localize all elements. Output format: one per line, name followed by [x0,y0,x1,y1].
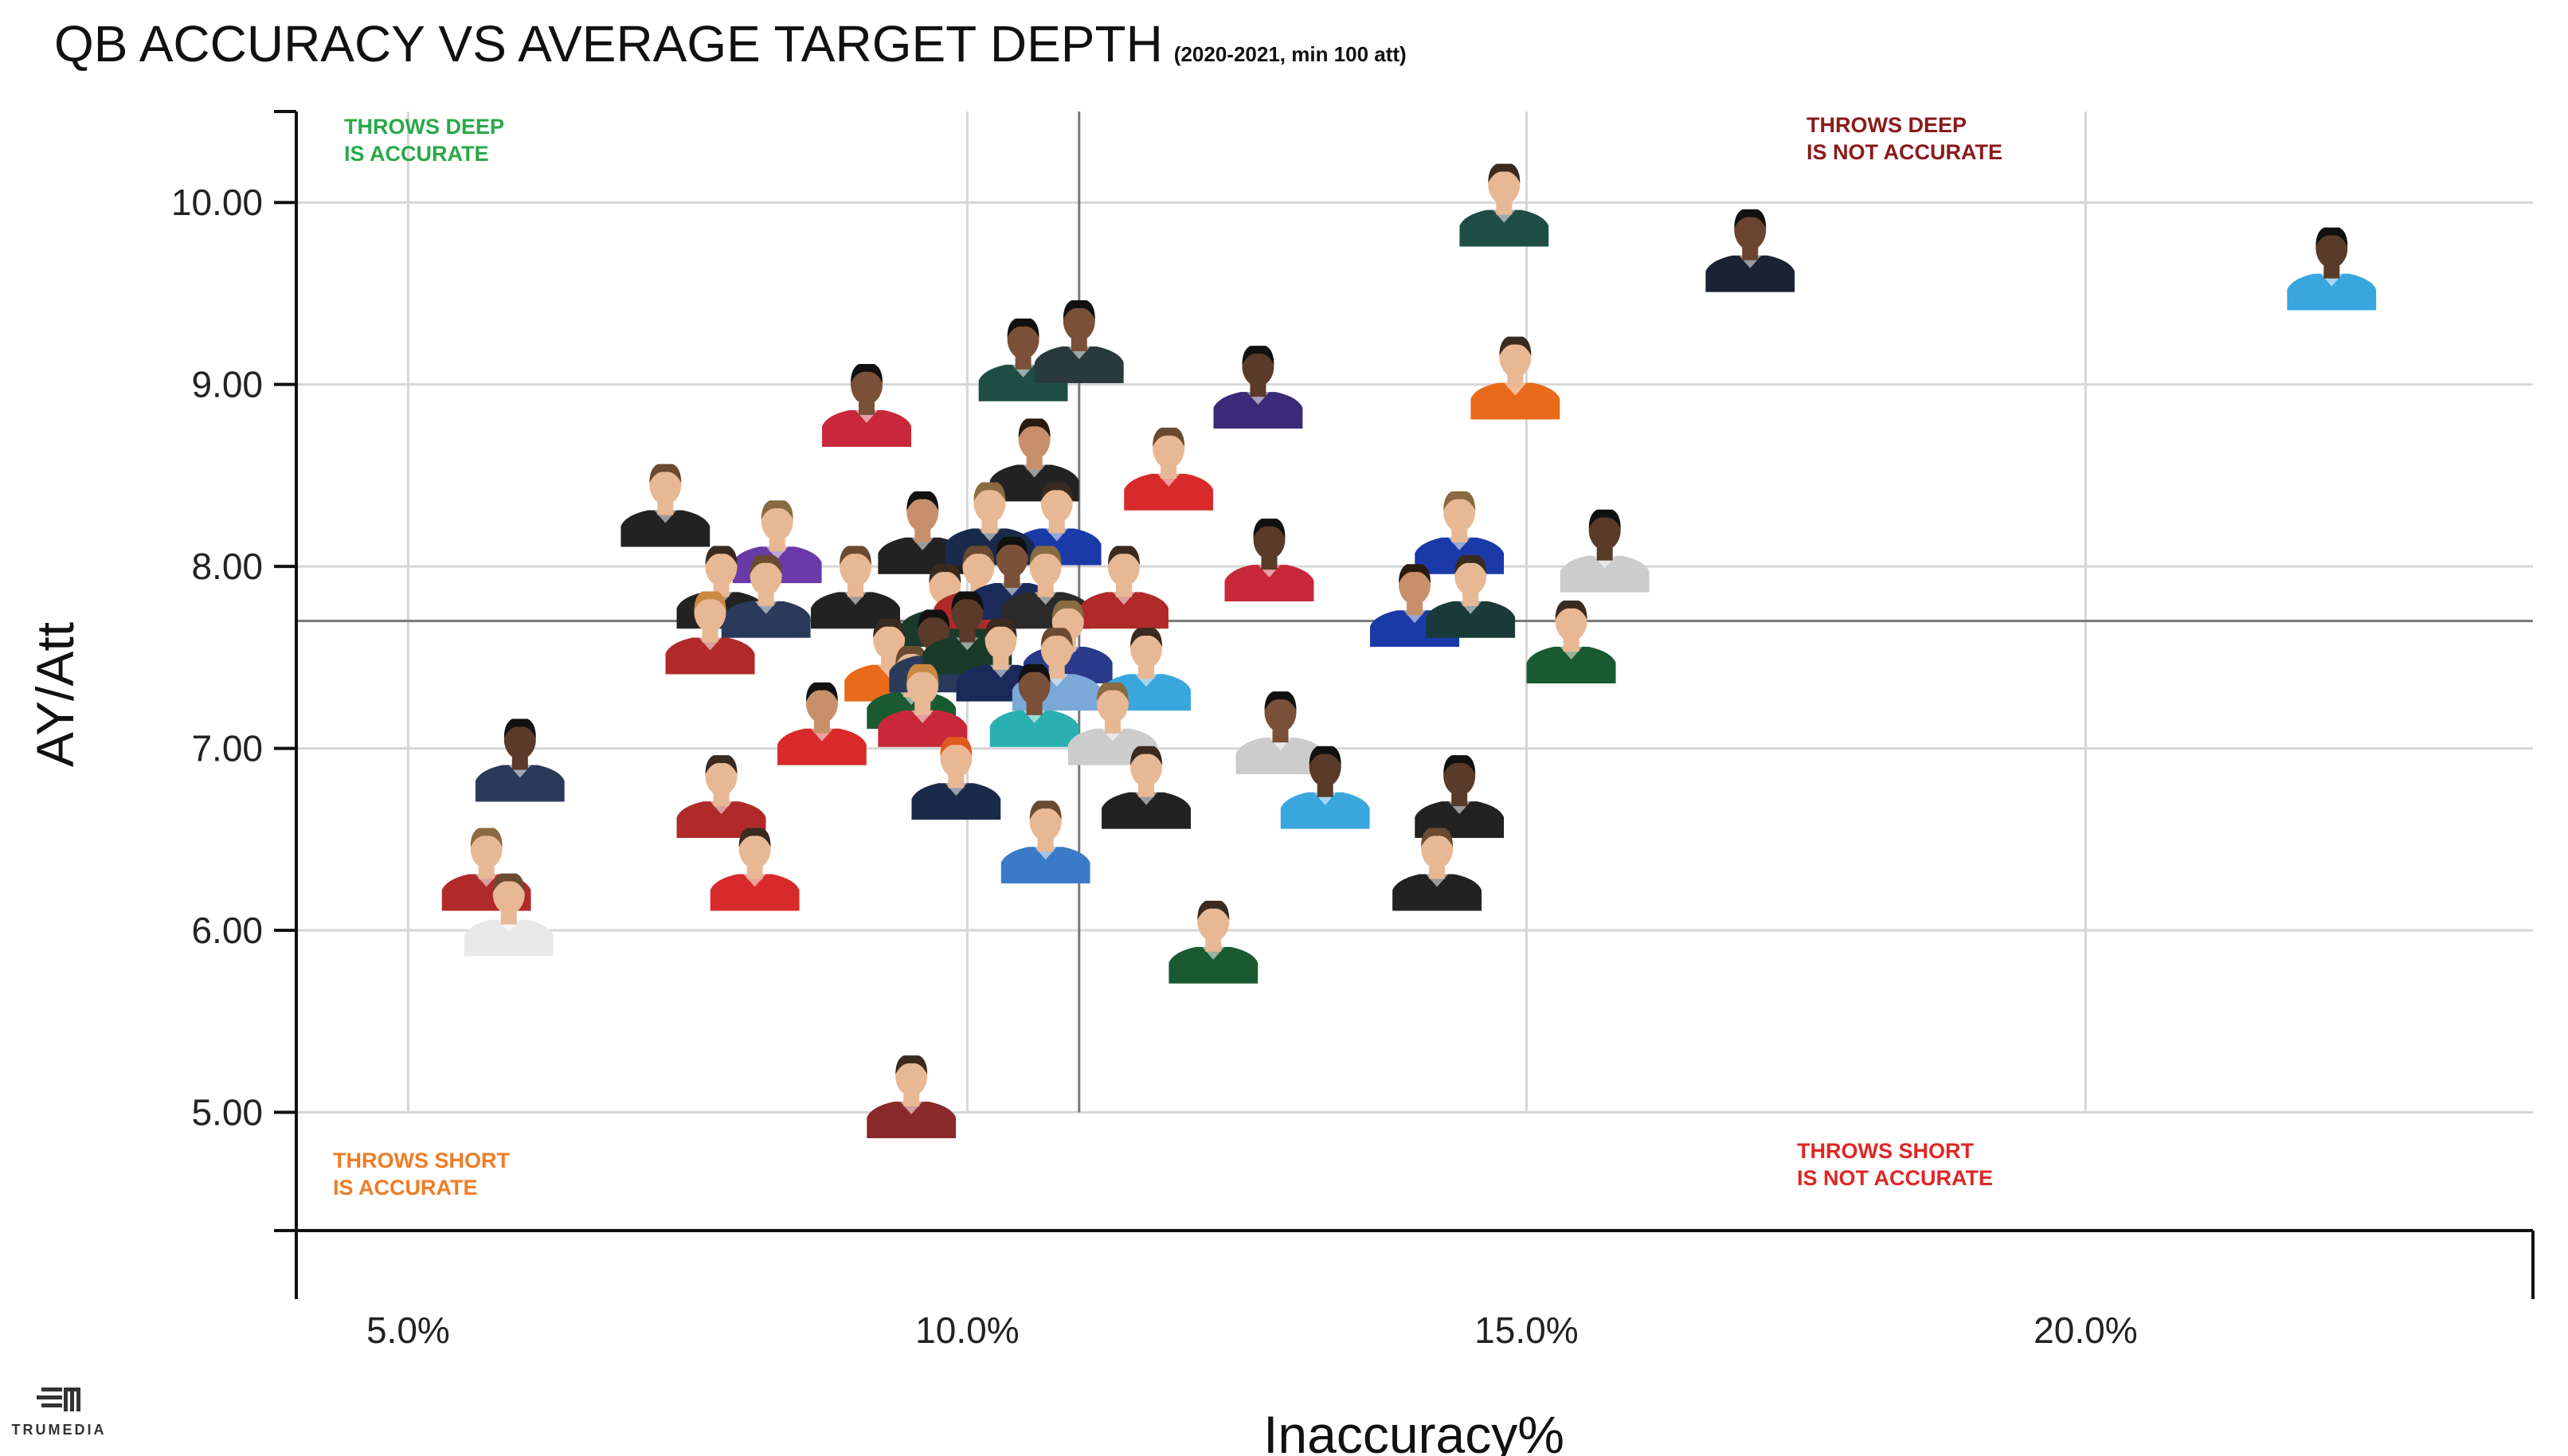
y-tick-label-4: 9.00 [191,364,263,405]
x-tick-label-3: 20.0% [2034,1309,2137,1351]
qb-headshot-point-6 [1034,299,1124,383]
quadrant-label-top-right-line1: THROWS DEEP [1807,113,1967,137]
y-tick-label-3: 8.00 [191,546,263,587]
qb-headshot-point-2 [2287,227,2377,311]
qb-headshot-point-52 [1392,828,1482,911]
x-axis-label: Inaccuracy% [1263,1405,1564,1456]
quadrant-label-bottom-right-line1: THROWS SHORT [1797,1139,1974,1163]
quadrant-label-top-right-line2: IS NOT ACCURATE [1807,140,2002,164]
x-tick-label-2: 15.0% [1474,1309,1578,1351]
qb-headshot-point-40 [989,663,1079,747]
trumedia-logo-text: TRUMEDIA [11,1422,107,1438]
qb-headshot-point-25 [1078,546,1169,629]
tick-labels: 5.00 6.00 7.00 8.00 9.00 10.00 5.0% 10.0% 15.0% 2… [171,182,2138,1351]
qb-headshot-point-28 [1526,600,1616,683]
quadrant-label-bottom-left-line1: THROWS SHORT [333,1149,510,1172]
qb-headshot-point-3 [1470,336,1560,420]
qb-headshot-point-1 [1705,209,1795,292]
qb-headshot-point-4 [1213,346,1303,429]
qb-headshot-point-53 [464,873,554,957]
qb-headshot-point-9 [1124,427,1214,511]
qb-headshot-point-47 [1415,755,1505,839]
quadrant-label-bottom-right-line2: IS NOT ACCURATE [1797,1166,1993,1190]
qb-headshot-point-43 [475,718,565,802]
quadrant-label-top-left-line2: IS ACCURATE [344,142,489,166]
y-tick-label-0: 5.00 [191,1092,263,1133]
qb-headshot-point-38 [777,682,867,765]
y-tick-label-5: 10.00 [171,182,263,223]
quadrant-label-top-left-line1: THROWS DEEP [344,115,504,139]
qb-headshot-point-27 [1426,554,1516,638]
trumedia-logo-mark-icon [37,1388,80,1411]
chart-title-block: QB ACCURACY VS AVERAGE TARGET DEPTH (2020… [54,14,1407,73]
qb-headshot-point-7 [822,363,912,447]
quadrant-labels: THROWS DEEP IS ACCURATE THROWS DEEP IS NOT … [333,113,2002,1200]
qb-headshot-point-17 [1560,509,1650,593]
qb-headshot-point-51 [1000,800,1090,884]
chart-title: QB ACCURACY VS AVERAGE TARGET DEPTH [54,15,1163,72]
qb-headshot-point-11 [620,464,711,547]
qb-headshot-point-45 [911,737,1001,820]
qb-headshot-point-46 [1280,746,1370,829]
qb-headshot-point-48 [676,755,766,839]
qb-headshot-point-19 [721,554,811,638]
x-tick-label-0: 5.0% [366,1309,450,1351]
data-points [441,163,2377,1139]
qb-headshot-point-42 [1235,691,1325,775]
trumedia-logo: TRUMEDIA [11,1384,107,1438]
qb-headshot-point-54 [1169,900,1259,984]
qb-headshot-point-50 [710,828,800,911]
chart-subtitle: (2020-2021, min 100 att) [1173,42,1407,66]
y-axis-label: AY/Att [25,622,84,767]
x-tick-label-1: 10.0% [915,1309,1019,1351]
qb-headshot-point-20 [811,546,900,629]
qb-headshot-point-39 [878,663,968,747]
qb-headshot-point-55 [867,1055,957,1139]
qb-headshot-point-16 [1224,519,1314,602]
quadrant-label-bottom-left-line2: IS ACCURATE [333,1176,478,1200]
qb-headshot-point-29 [665,591,755,675]
axes [274,110,2535,1299]
y-tick-label-1: 6.00 [191,910,263,951]
qb-headshot-point-0 [1459,163,1549,247]
qb-headshot-point-44 [1102,746,1192,829]
y-tick-label-2: 7.00 [191,728,263,769]
qb-headshot-point-33 [922,591,1012,675]
